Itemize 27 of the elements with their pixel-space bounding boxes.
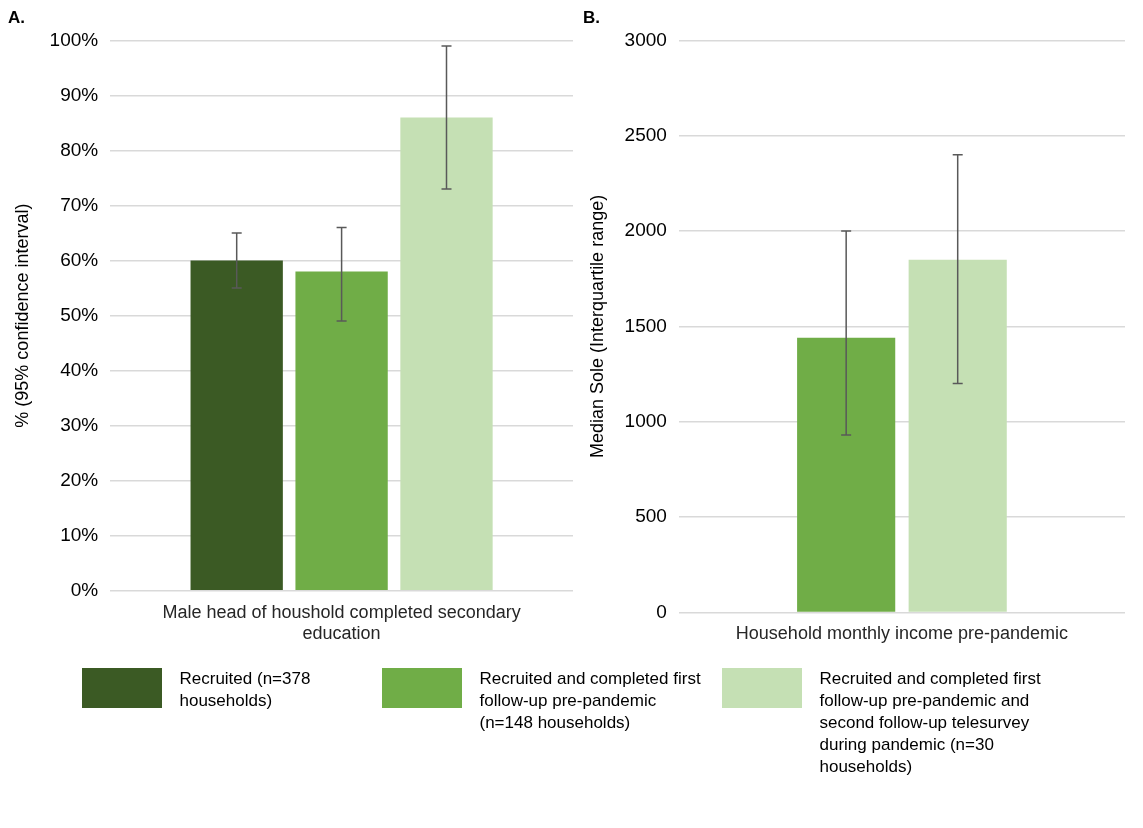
y-tick-label: 20% (60, 468, 99, 490)
y-tick-label: 1500 (624, 314, 667, 336)
y-tick-label: 80% (60, 138, 99, 160)
y-tick-label: 100% (49, 28, 99, 50)
y-tick-label: 90% (60, 83, 99, 105)
x-tick-label: Male head of houshold completed secondary education (162, 601, 521, 644)
legend-label: Recruited (n=378 households) (179, 668, 312, 712)
y-tick-label: 0% (70, 579, 99, 601)
y-tick-label: 0 (656, 600, 667, 622)
chart-title: B. (583, 7, 600, 27)
y-tick-label: 50% (60, 303, 99, 325)
legend-label: Recruited and completed first follow-up pre-pandemic (n=148 households) (479, 668, 702, 734)
chart-title: A. (8, 7, 25, 27)
y-tick-label: 500 (635, 505, 667, 527)
y-tick-label: 3000 (624, 28, 667, 50)
y-tick-label: 10% (60, 523, 99, 545)
y-tick-label: 1000 (624, 409, 667, 431)
x-tick-label: Household monthly income pre-pandemic (735, 623, 1069, 644)
y-tick-label: 2500 (624, 123, 667, 145)
y-axis-title: Median Sole (Interquartile range) (586, 194, 607, 458)
y-tick-label: 30% (60, 413, 99, 435)
y-tick-label: 70% (60, 193, 99, 215)
y-tick-label: 60% (60, 248, 99, 270)
y-axis-title: % (95% confidence interval) (11, 203, 32, 428)
y-tick-label: 40% (60, 358, 99, 380)
y-tick-label: 2000 (624, 219, 667, 241)
legend-label: Recruited and completed first follow-up pre-pandemic and second follow-up telesurvey during pandemic (n=30 households) (819, 668, 1042, 778)
